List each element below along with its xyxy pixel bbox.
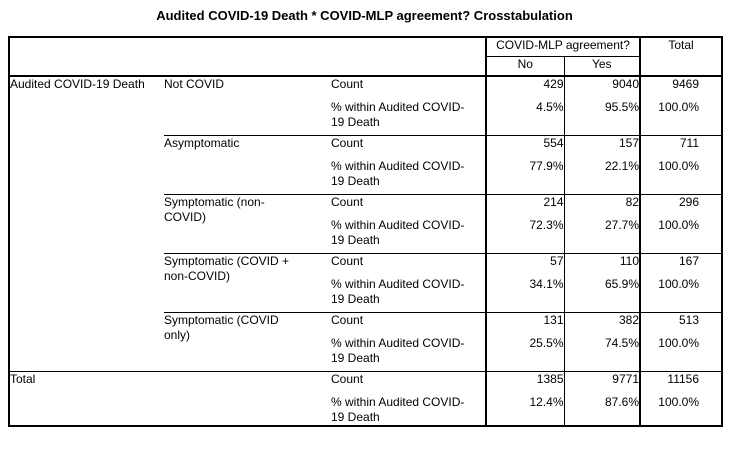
category-label: Asymptomatic: [164, 134, 331, 194]
total-row-label: Total: [9, 370, 331, 426]
count-cell-no: 429: [485, 76, 564, 100]
category-label: Not COVID: [164, 77, 225, 91]
col-header-total: Total: [639, 37, 722, 77]
pct-cell-total: 100.0%: [639, 218, 722, 253]
count-cell-total: 11156: [639, 370, 722, 395]
stat-label-pct: % within Audited COVID- 19 Death: [331, 395, 465, 424]
count-cell-total: 711: [639, 134, 722, 159]
col-group-header: COVID-MLP agreement?: [485, 37, 641, 57]
pct-cell-yes: 27.7%: [563, 218, 640, 253]
stat-label-pct: % within Audited COVID- 19 Death: [331, 277, 465, 306]
pct-cell-no: 25.5%: [485, 336, 564, 371]
stat-label-count: Count: [331, 134, 486, 159]
stat-label-count: Count: [331, 193, 486, 218]
pct-cell-no: 34.1%: [485, 277, 564, 312]
stat-label-count: Count: [331, 77, 364, 91]
crosstab-table: COVID-MLP agreement? Total No Yes Audite…: [8, 36, 723, 427]
pct-cell-total: 100.0%: [639, 336, 722, 371]
category-label: Symptomatic (COVID only): [164, 311, 331, 371]
pct-cell-no: 77.9%: [485, 159, 564, 194]
count-cell-no: 1385: [485, 370, 564, 395]
count-cell-no: 131: [485, 311, 564, 336]
pct-cell-no: 12.4%: [485, 395, 564, 426]
pct-cell-no: 4.5%: [485, 100, 564, 135]
stat-label-count: Count: [331, 370, 486, 395]
stat-label-count: Count: [331, 311, 486, 336]
col-header-yes: Yes: [563, 56, 640, 77]
pct-cell-yes: 65.9%: [563, 277, 640, 312]
count-cell-yes: 382: [563, 311, 640, 336]
stat-label-pct: % within Audited COVID- 19 Death: [331, 336, 465, 365]
count-cell-no: 554: [485, 134, 564, 159]
stat-label-pct: % within Audited COVID- 19 Death: [331, 159, 465, 188]
pct-cell-total: 100.0%: [639, 159, 722, 194]
count-cell-yes: 9771: [563, 370, 640, 395]
count-cell-no: 214: [485, 193, 564, 218]
table-title: Audited COVID-19 Death * COVID-MLP agree…: [156, 8, 573, 23]
pct-cell-total: 100.0%: [639, 395, 722, 426]
count-cell-total: 296: [639, 193, 722, 218]
pct-cell-yes: 74.5%: [563, 336, 640, 371]
count-cell-yes: 110: [563, 252, 640, 277]
pct-cell-total: 100.0%: [639, 100, 722, 135]
stat-label-pct: % within Audited COVID- 19 Death: [331, 218, 465, 247]
count-cell-yes: 9040: [563, 76, 640, 100]
count-cell-no: 57: [485, 252, 564, 277]
count-cell-yes: 82: [563, 193, 640, 218]
stat-label-pct: % within Audited COVID- 19 Death: [331, 100, 465, 129]
pct-cell-no: 72.3%: [485, 218, 564, 253]
count-cell-total: 513: [639, 311, 722, 336]
category-label: Symptomatic (COVID + non-COVID): [164, 252, 331, 312]
corner-cell: [9, 37, 487, 77]
pct-cell-total: 100.0%: [639, 277, 722, 312]
pct-cell-yes: 87.6%: [563, 395, 640, 426]
count-cell-total: 167: [639, 252, 722, 277]
row-dimension-label: Audited COVID-19 Death: [10, 77, 145, 91]
pct-cell-yes: 95.5%: [563, 100, 640, 135]
col-header-no: No: [485, 56, 564, 77]
stat-label-count: Count: [331, 252, 486, 277]
count-cell-yes: 157: [563, 134, 640, 159]
pct-cell-yes: 22.1%: [563, 159, 640, 194]
count-cell-total: 9469: [639, 76, 722, 100]
category-label: Symptomatic (non- COVID): [164, 193, 331, 253]
